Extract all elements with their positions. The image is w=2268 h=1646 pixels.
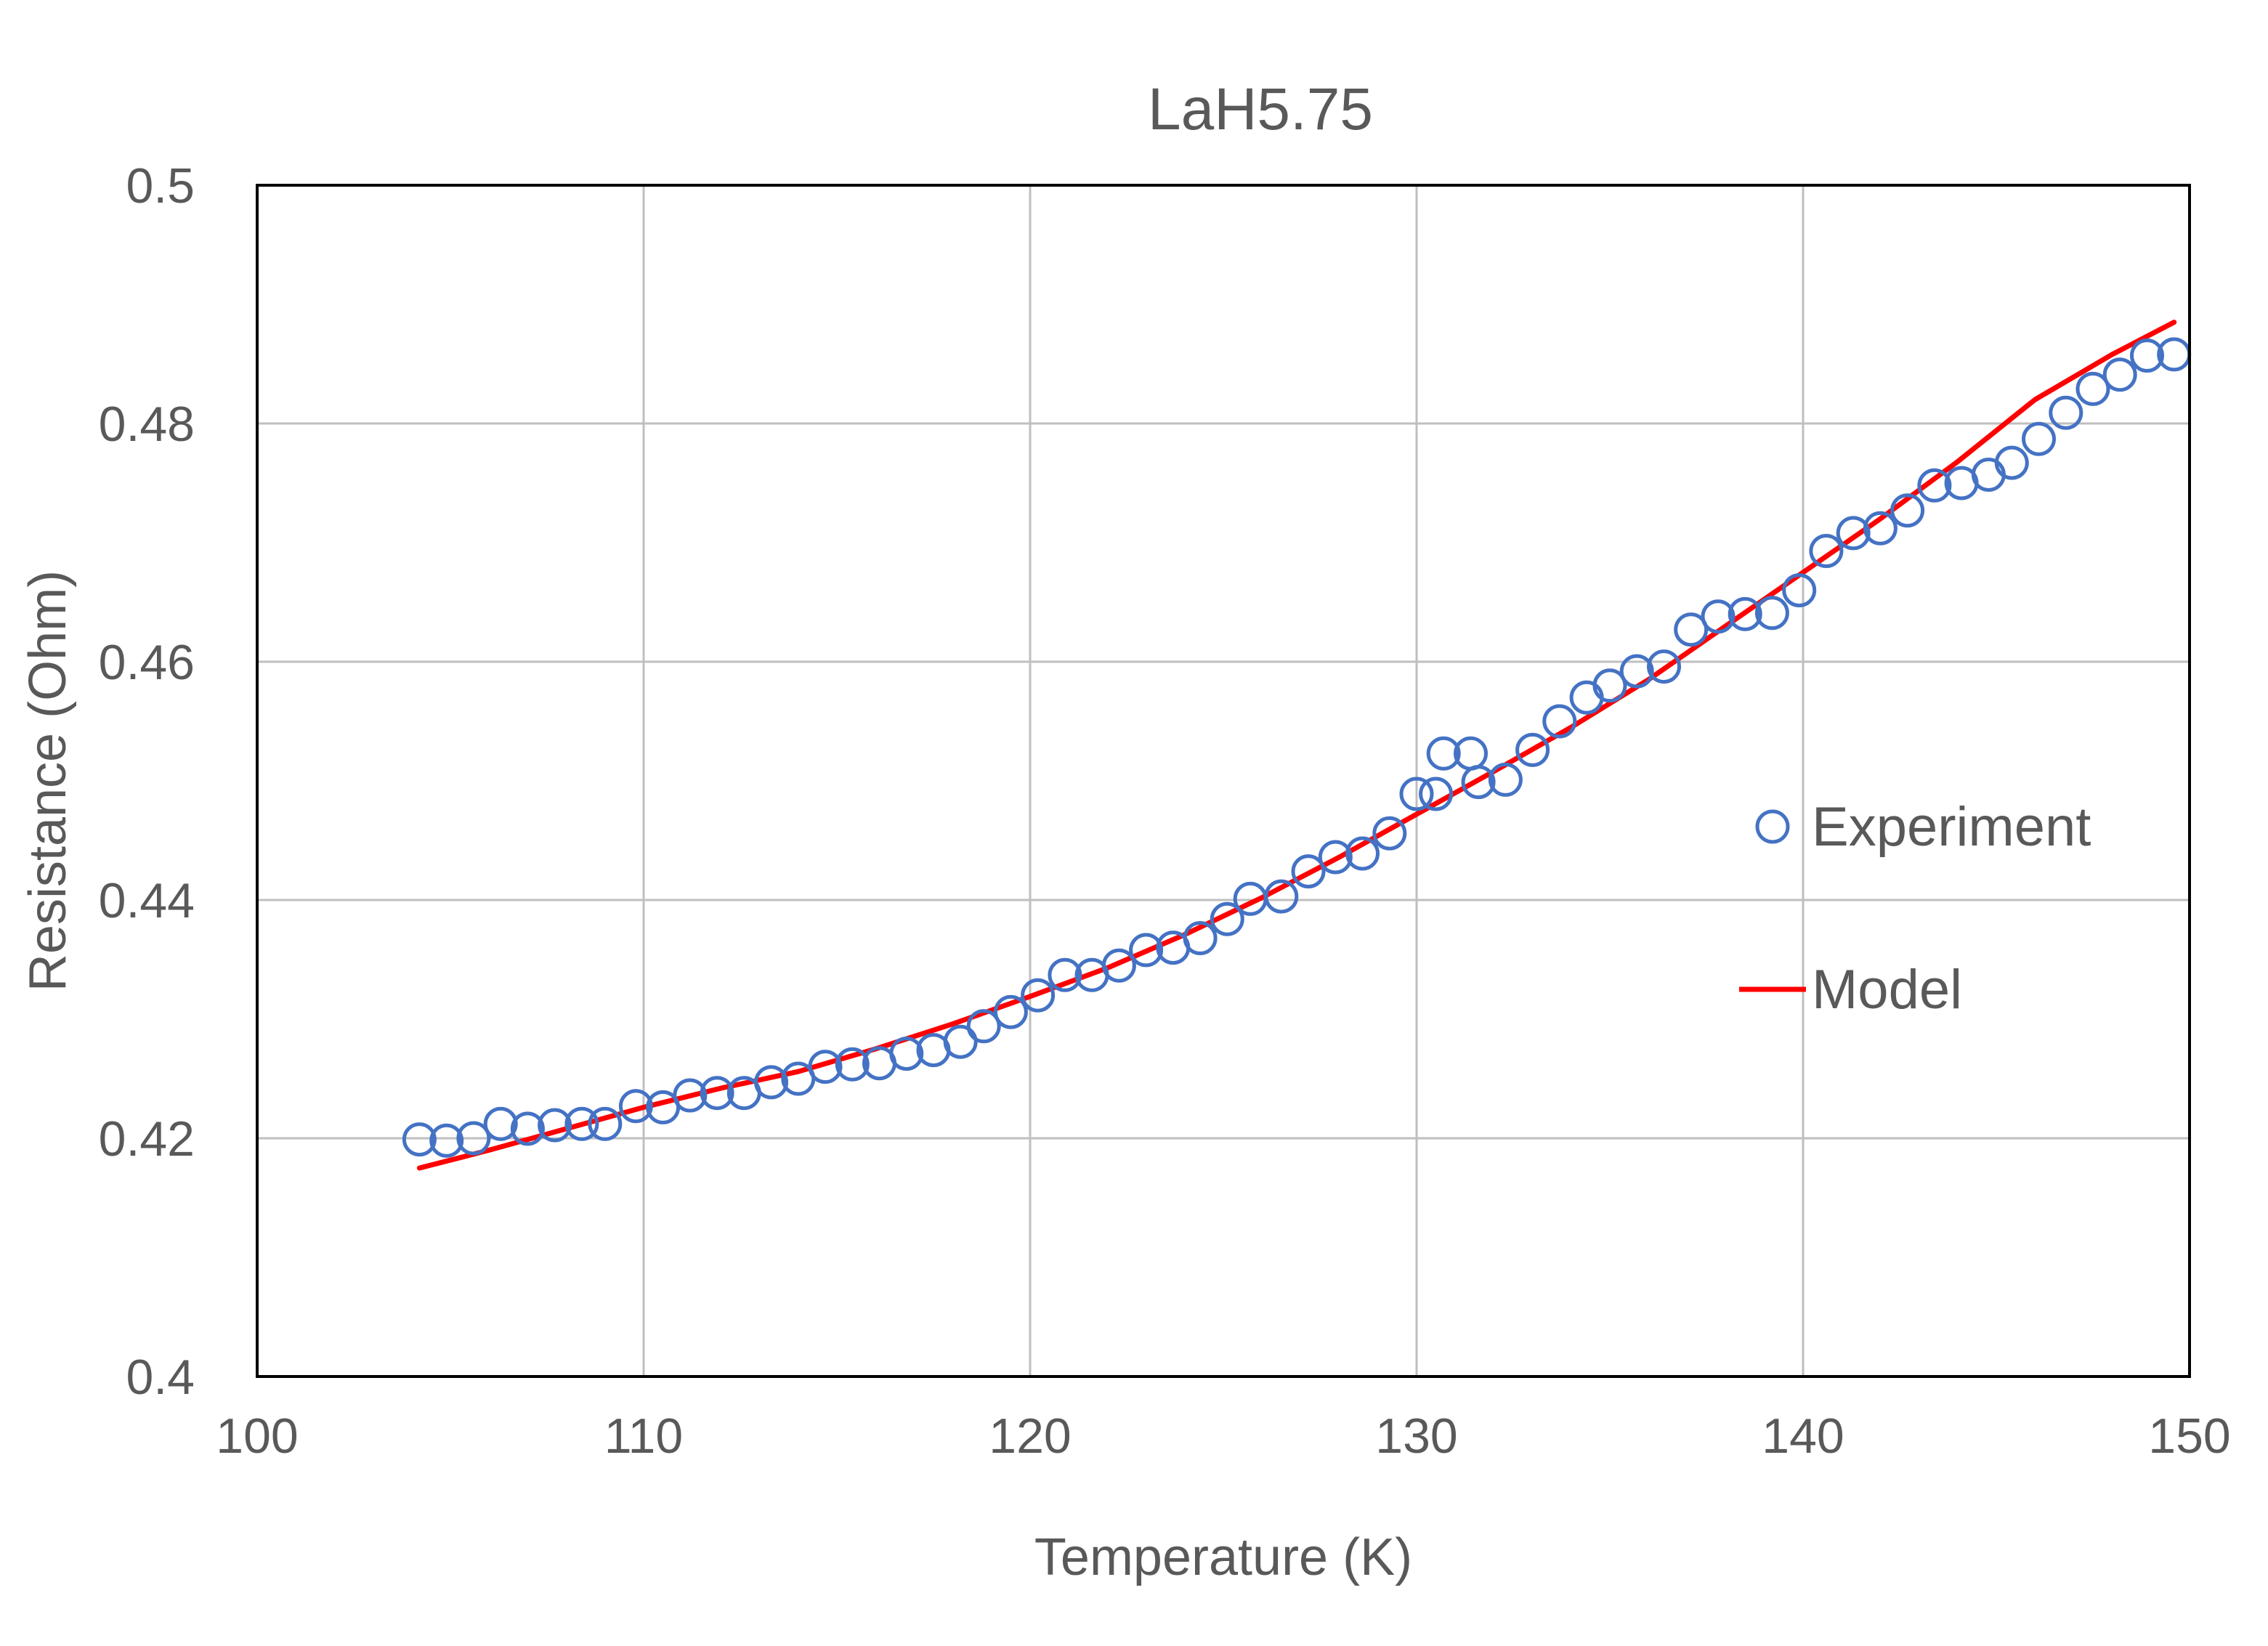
experiment-point: [1129, 933, 1164, 968]
experiment-point: [1836, 516, 1871, 551]
experiment-point: [402, 1122, 437, 1157]
experiment-point: [1318, 840, 1353, 875]
x-tick-label: 110: [604, 1408, 683, 1464]
experiment-point: [1461, 765, 1496, 800]
experiment-point: [835, 1047, 870, 1082]
legend-experiment-label: Experiment: [1812, 796, 2091, 858]
experiment-point: [2022, 421, 2056, 456]
experiment-point: [1101, 948, 1136, 983]
experiment-point: [1809, 534, 1844, 568]
experiment-point: [2075, 371, 2110, 406]
experiment-point: [429, 1123, 464, 1158]
experiment-point: [1488, 762, 1523, 797]
experiment-point: [1542, 704, 1577, 739]
chart-title: LaH5.75: [1148, 76, 1373, 142]
y-tick-label: 0.4: [126, 1350, 195, 1405]
experiment-point: [1345, 836, 1380, 871]
y-tick-label: 0.48: [99, 397, 195, 452]
experiment-point: [1619, 654, 1654, 689]
experiment-point: [483, 1106, 518, 1141]
experiment-point: [1674, 612, 1709, 647]
legend-model-label: Model: [1812, 959, 1962, 1021]
y-tick-label: 0.46: [99, 635, 195, 690]
y-axis-ticks: 0.4 0.42 0.44 0.46 0.48 0.5: [99, 158, 195, 1405]
experiment-point: [588, 1106, 623, 1141]
experiment-point: [510, 1111, 545, 1146]
experiment-point: [889, 1037, 924, 1071]
experiment-point: [1863, 511, 1898, 546]
experiment-point: [993, 994, 1028, 1029]
x-axis-ticks: 100 110 120 130 140 150: [216, 1408, 2230, 1464]
experiment-point: [1426, 736, 1461, 771]
experiment-point: [1291, 854, 1326, 889]
experiment-point: [1701, 599, 1736, 634]
legend: Experiment Model: [1739, 796, 2091, 1021]
experiment-point: [1917, 468, 1952, 503]
experiment-point: [943, 1024, 978, 1059]
experiment-point: [1569, 680, 1604, 715]
experiment-point: [1210, 901, 1244, 936]
x-tick-label: 140: [1762, 1408, 1844, 1464]
experiment-point: [1021, 978, 1056, 1013]
x-tick-label: 130: [1375, 1408, 1457, 1464]
x-gridlines: [256, 185, 2191, 1377]
experiment-point: [1994, 445, 2029, 480]
legend-experiment-marker: [1755, 809, 1790, 844]
y-tick-label: 0.42: [99, 1111, 195, 1167]
experiment-point: [2130, 338, 2164, 373]
y-tick-label: 0.5: [126, 158, 195, 214]
experiment-point: [1754, 596, 1789, 631]
experiment-point: [673, 1078, 708, 1113]
experiment-point: [966, 1009, 1001, 1044]
model-line: [416, 320, 2177, 1171]
experiment-point: [1419, 777, 1454, 811]
experiment-point: [1890, 493, 1925, 528]
experiment-point: [1183, 921, 1218, 955]
experiment-point: [1264, 879, 1299, 914]
experiment-point: [1728, 596, 1762, 631]
plot-area-frame: [256, 184, 2191, 1378]
experiment-point: [1399, 777, 1434, 811]
experiment-point: [808, 1050, 843, 1085]
experiment-point: [1782, 573, 1817, 608]
experiment-point: [700, 1076, 734, 1111]
x-tick-label: 150: [2148, 1408, 2230, 1464]
y-axis-label: Resistance (Ohm): [19, 570, 77, 992]
experiment-series: [402, 337, 2192, 1158]
experiment-point: [564, 1106, 599, 1141]
x-axis-label: Temperature (K): [1034, 1528, 1412, 1586]
y-tick-label: 0.44: [99, 873, 195, 928]
experiment-point: [2102, 357, 2137, 392]
experiment-point: [618, 1089, 653, 1124]
model-series: [416, 320, 2177, 1171]
experiment-point: [754, 1065, 789, 1100]
experiment-point: [1372, 816, 1407, 851]
experiment-point: [456, 1121, 491, 1156]
experiment-point: [1647, 649, 1681, 684]
y-gridlines: [257, 184, 2190, 1378]
experiment-point: [1592, 668, 1627, 703]
experiment-point: [538, 1108, 572, 1143]
x-tick-label: 100: [216, 1408, 298, 1464]
experiment-point: [1048, 957, 1082, 992]
experiment-point: [1515, 732, 1550, 767]
experiment-point: [2049, 395, 2083, 430]
experiment-point: [1971, 458, 2006, 492]
x-tick-label: 120: [989, 1408, 1071, 1464]
